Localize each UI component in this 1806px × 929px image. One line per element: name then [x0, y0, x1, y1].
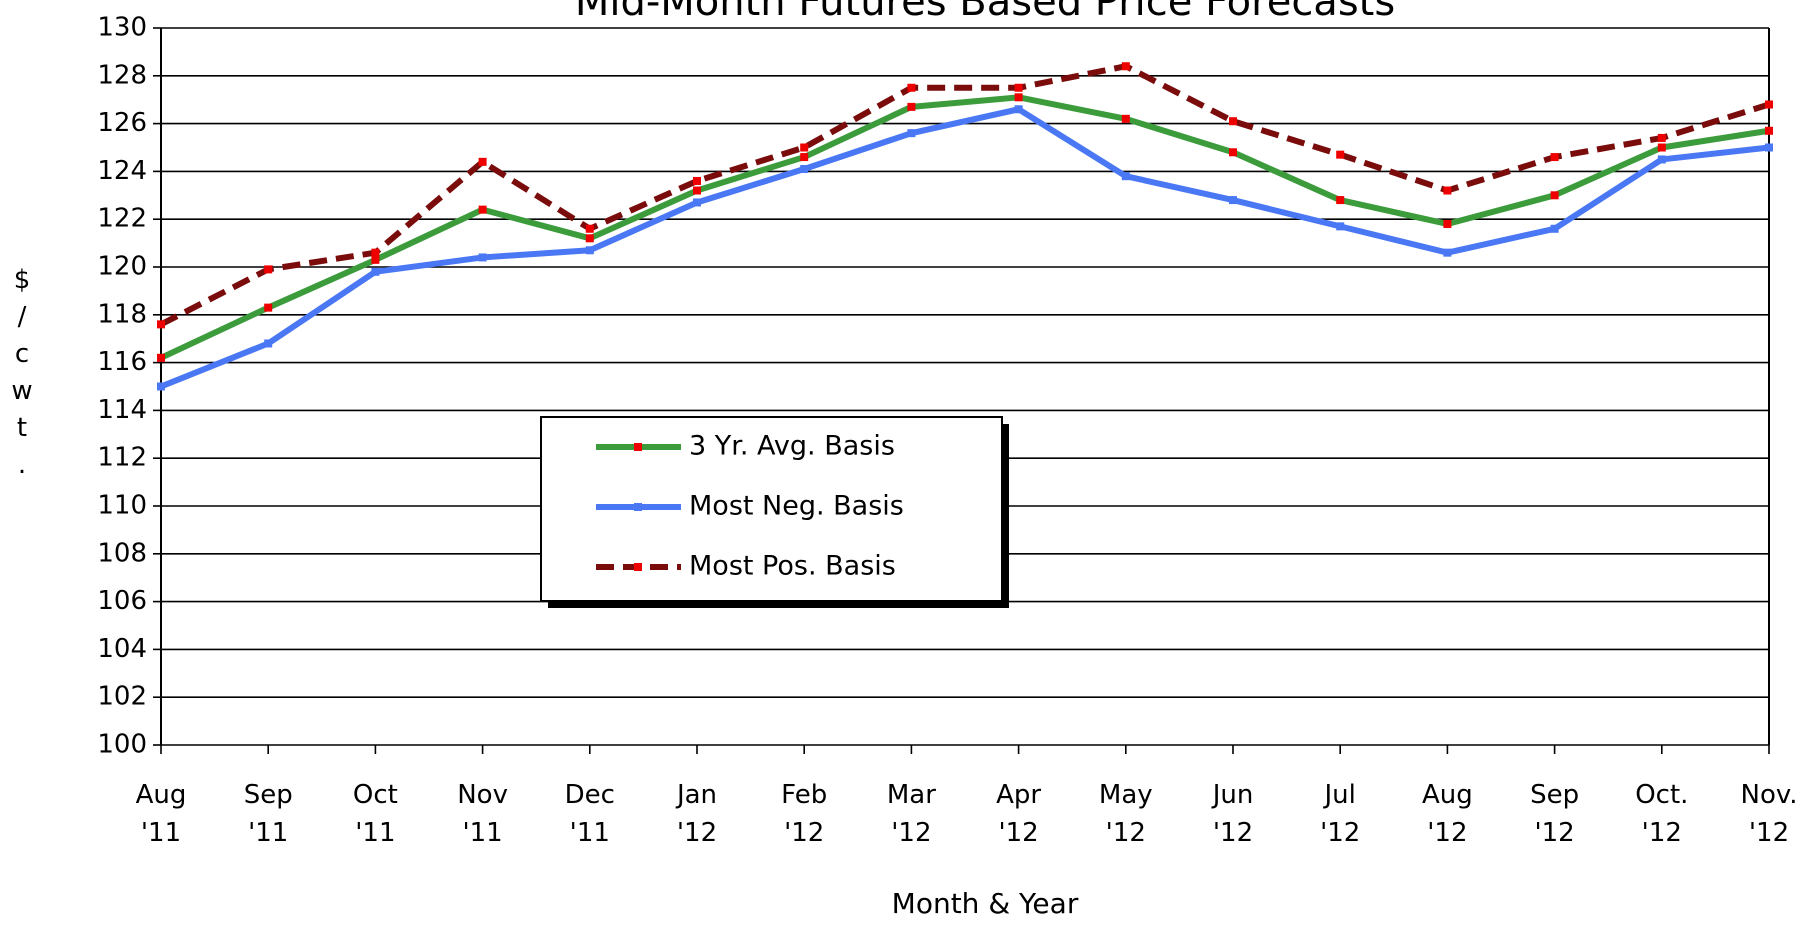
y-tick-label: 130: [97, 13, 147, 43]
point-marker: [371, 248, 380, 257]
x-tick-label: Jul '12: [1320, 780, 1360, 848]
y-tick-label: 120: [97, 252, 147, 282]
x-tick-label: Aug '11: [136, 780, 187, 848]
point-marker: [1550, 224, 1559, 233]
point-marker: [1765, 143, 1773, 152]
point-marker: [157, 382, 165, 391]
x-tick-label: Nov. '12: [1741, 780, 1798, 848]
x-tick-label: Feb '12: [781, 780, 827, 848]
point-marker: [264, 265, 273, 274]
y-tick-label: 118: [97, 299, 147, 329]
point-marker: [1657, 143, 1666, 152]
point-marker: [1229, 148, 1237, 157]
point-marker: [1121, 114, 1130, 123]
y-tick-label: 106: [97, 586, 147, 616]
y-tick-label: 112: [97, 443, 147, 473]
point-marker: [1014, 105, 1023, 114]
x-tick-label: Aug '12: [1422, 780, 1473, 848]
point-marker: [693, 176, 701, 185]
y-tick-label: 114: [97, 395, 147, 425]
point-marker: [1336, 196, 1345, 205]
point-marker: [1121, 62, 1130, 71]
y-tick-label: 102: [97, 682, 147, 712]
point-marker: [907, 83, 916, 92]
point-marker: [1014, 83, 1023, 92]
y-tick-label: 110: [97, 491, 147, 521]
x-tick-label: Mar '12: [887, 780, 936, 848]
series-line: [159, 63, 1770, 328]
point-marker: [264, 303, 273, 312]
point-marker: [478, 205, 487, 214]
point-marker: [800, 165, 809, 174]
point-marker: [1121, 172, 1130, 181]
y-tick-label: 122: [97, 204, 147, 234]
x-tick-label: Sep '12: [1530, 780, 1579, 848]
point-marker: [693, 186, 701, 195]
x-axis-label: Month & Year: [892, 887, 1079, 920]
point-marker: [478, 157, 487, 166]
y-tick-label: 116: [97, 347, 147, 377]
point-marker: [371, 255, 380, 264]
x-tick-label: Oct. '12: [1635, 780, 1688, 848]
point-marker: [1229, 117, 1237, 126]
x-tick-label: Apr '12: [996, 780, 1041, 848]
point-marker: [907, 129, 916, 138]
chart-title: Mid-Month Futures Based Price Forecasts: [575, 0, 1395, 25]
point-marker: [1765, 126, 1773, 135]
point-marker: [585, 224, 594, 233]
point-marker: [371, 267, 380, 276]
legend-label: Most Pos. Basis: [689, 551, 896, 582]
point-marker: [800, 153, 809, 162]
y-tick-label: 108: [97, 538, 147, 568]
y-tick-label: 104: [97, 634, 147, 664]
y-tick-label: 126: [97, 108, 147, 138]
point-marker: [693, 198, 701, 207]
point-marker: [907, 102, 916, 111]
point-marker: [157, 320, 165, 329]
x-tick-label: Jun '12: [1211, 780, 1254, 848]
point-marker: [478, 253, 487, 262]
point-marker: [1014, 93, 1023, 102]
point-marker: [585, 246, 594, 255]
point-marker: [1229, 196, 1237, 205]
y-axis-label: $ / c w t.: [11, 265, 32, 480]
x-tick-label: Sep '11: [244, 780, 293, 848]
y-tick-label: 124: [97, 156, 147, 186]
point-marker: [1550, 153, 1559, 162]
point-marker: [157, 353, 165, 362]
point-marker: [585, 234, 594, 243]
point-marker: [1657, 133, 1666, 142]
point-marker: [1443, 219, 1452, 228]
legend-label: Most Neg. Basis: [689, 491, 904, 522]
point-marker: [1765, 100, 1773, 109]
x-tick-label: Jan '12: [675, 780, 717, 848]
x-tick-label: Oct '11: [353, 780, 398, 848]
point-marker: [1336, 150, 1345, 159]
x-tick-label: Nov '11: [457, 780, 508, 848]
y-tick-label: 128: [97, 60, 147, 90]
point-marker: [1443, 248, 1452, 257]
legend-marker: [634, 563, 642, 571]
legend-marker: [634, 503, 642, 511]
series-line: [159, 106, 1770, 390]
x-tick-label: May '12: [1099, 780, 1153, 848]
legend-label: 3 Yr. Avg. Basis: [689, 431, 895, 462]
x-tick-label: Dec '11: [565, 780, 615, 848]
series-line: [159, 94, 1770, 361]
point-marker: [264, 339, 273, 348]
point-marker: [800, 143, 809, 152]
point-marker: [1550, 191, 1559, 200]
y-tick-label: 100: [97, 730, 147, 760]
point-marker: [1336, 222, 1345, 231]
legend-marker: [634, 443, 642, 451]
point-marker: [1657, 155, 1666, 164]
point-marker: [1443, 186, 1452, 195]
